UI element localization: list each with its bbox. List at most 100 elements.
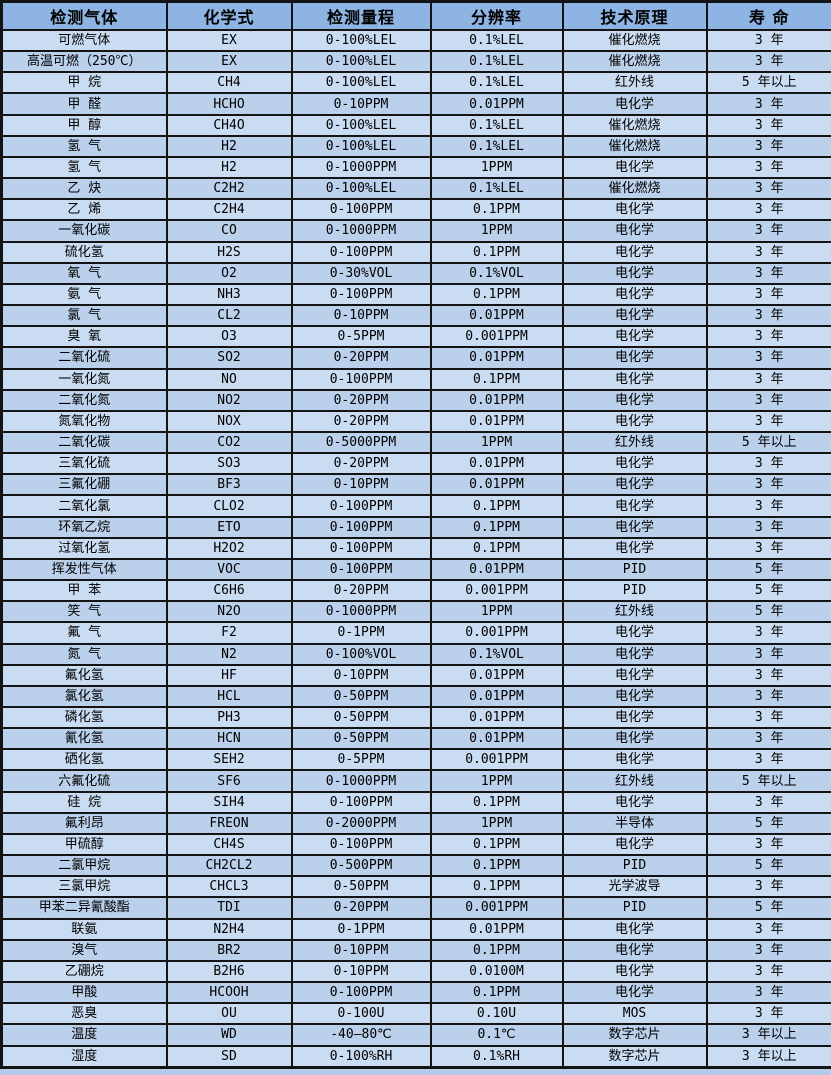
cell-formula: CH4 (165, 71, 293, 95)
cell-resolution: 0.1PPM (429, 536, 564, 560)
cell-formula: OU (165, 1002, 293, 1026)
cell-lifespan: 3 年以上 (705, 1023, 831, 1047)
table-row: 臭 氧 O3 0-5PPM 0.001PPM 电化学 3 年 (0, 325, 831, 349)
cell-resolution: 0.001PPM (429, 748, 564, 772)
cell-gas: 乙硼烷 (0, 959, 168, 984)
column-header-lifespan: 寿 命 (705, 0, 831, 31)
cell-resolution: 0.01PPM (429, 92, 564, 116)
cell-resolution: 0.01PPM (429, 409, 564, 433)
cell-gas: 甲酸 (0, 981, 168, 1005)
cell-lifespan: 3 年 (705, 1002, 831, 1026)
table-row: 溴气 BR2 0-10PPM 0.1PPM 电化学 3 年 (0, 938, 831, 962)
cell-principle: 催化燃烧 (561, 113, 708, 137)
cell-formula: N2 (165, 642, 293, 666)
cell-formula: NH3 (165, 282, 293, 307)
cell-formula: CO2 (165, 430, 293, 455)
cell-range: 0-100PPM (290, 494, 432, 518)
table-row: 氟利昂 FREON 0-2000PPM 1PPM 半导体 5 年 (0, 811, 831, 835)
column-header-principle: 技术原理 (561, 0, 708, 31)
cell-principle: 光学波导 (561, 875, 708, 899)
table-row: 甲 苯 C6H6 0-20PPM 0.001PPM PID 5 年 (0, 579, 831, 603)
cell-range: 0-20PPM (290, 579, 432, 603)
cell-formula: EX (165, 50, 293, 74)
table-row: 可燃气体 EX 0-100%LEL 0.1%LEL 催化燃烧 3 年 (0, 28, 831, 53)
cell-gas: 三氯甲烷 (0, 875, 168, 899)
table-row: 乙硼烷 B2H6 0-10PPM 0.0100M 电化学 3 年 (0, 959, 831, 984)
cell-resolution: 0.01PPM (429, 705, 564, 730)
cell-lifespan: 3 年 (705, 452, 831, 476)
cell-gas: 一氧化碳 (0, 219, 168, 243)
table-row: 六氟化硫 SF6 0-1000PPM 1PPM 红外线 5 年以上 (0, 769, 831, 793)
cell-lifespan: 3 年 (705, 28, 831, 53)
cell-lifespan: 3 年 (705, 177, 831, 201)
cell-range: 0-2000PPM (290, 811, 432, 835)
cell-range: 0-500PPM (290, 854, 432, 878)
cell-formula: F2 (165, 621, 293, 645)
cell-lifespan: 3 年 (705, 155, 831, 180)
cell-formula: VOC (165, 557, 293, 582)
cell-gas: 硫化氢 (0, 240, 168, 264)
cell-formula: HCOOH (165, 981, 293, 1005)
cell-range: 0-100PPM (290, 536, 432, 560)
table-row: 二氯甲烷 CH2CL2 0-500PPM 0.1PPM PID 5 年 (0, 854, 831, 878)
cell-principle: 电化学 (561, 409, 708, 433)
cell-formula: FREON (165, 811, 293, 835)
cell-range: 0-1000PPM (290, 600, 432, 624)
cell-gas: 甲硫醇 (0, 832, 168, 857)
table-row: 氮氧化物 NOX 0-20PPM 0.01PPM 电化学 3 年 (0, 409, 831, 433)
table-row: 乙 炔 C2H2 0-100%LEL 0.1%LEL 催化燃烧 3 年 (0, 177, 831, 201)
cell-principle: 数字芯片 (561, 1044, 708, 1069)
cell-resolution: 0.1PPM (429, 938, 564, 962)
table-row: 高温可燃（250℃） EX 0-100%LEL 0.1%LEL 催化燃烧 3 年 (0, 50, 831, 74)
cell-formula: PH3 (165, 705, 293, 730)
cell-principle: 电化学 (561, 642, 708, 666)
cell-lifespan: 3 年 (705, 494, 831, 518)
cell-formula: SO2 (165, 346, 293, 370)
cell-range: 0-50PPM (290, 705, 432, 730)
cell-gas: 二氧化硫 (0, 346, 168, 370)
cell-range: 0-100U (290, 1002, 432, 1026)
cell-lifespan: 3 年 (705, 875, 831, 899)
table-row: 氯 气 CL2 0-10PPM 0.01PPM 电化学 3 年 (0, 304, 831, 328)
cell-resolution: 0.1PPM (429, 367, 564, 391)
cell-lifespan: 3 年 (705, 727, 831, 751)
cell-resolution: 0.01PPM (429, 388, 564, 412)
cell-gas: 联氨 (0, 917, 168, 941)
cell-formula: SEH2 (165, 748, 293, 772)
cell-lifespan: 3 年 (705, 536, 831, 560)
table-row: 氯化氢 HCL 0-50PPM 0.01PPM 电化学 3 年 (0, 684, 831, 709)
cell-resolution: 1PPM (429, 155, 564, 180)
cell-range: 0-100%LEL (290, 113, 432, 137)
cell-principle: 电化学 (561, 727, 708, 751)
cell-resolution: 0.1PPM (429, 282, 564, 307)
cell-range: 0-100PPM (290, 515, 432, 539)
cell-lifespan: 5 年以上 (705, 430, 831, 455)
cell-lifespan: 5 年 (705, 579, 831, 603)
bottom-filler (0, 1069, 831, 1075)
cell-resolution: 1PPM (429, 600, 564, 624)
cell-resolution: 0.01PPM (429, 727, 564, 751)
cell-resolution: 0.1%VOL (429, 642, 564, 666)
cell-resolution: 0.10U (429, 1002, 564, 1026)
table-row: 硅 烷 SIH4 0-100PPM 0.1PPM 电化学 3 年 (0, 790, 831, 814)
cell-gas: 挥发性气体 (0, 557, 168, 582)
cell-resolution: 0.1PPM (429, 832, 564, 857)
table-row: 联氨 N2H4 0-1PPM 0.01PPM 电化学 3 年 (0, 917, 831, 941)
cell-formula: H2S (165, 240, 293, 264)
header-row: 检测气体 化学式 检测量程 分辨率 技术原理 寿 命 (0, 0, 831, 31)
cell-range: 0-10PPM (290, 473, 432, 497)
cell-gas: 湿度 (0, 1044, 168, 1069)
cell-principle: 电化学 (561, 198, 708, 222)
cell-principle: 电化学 (561, 515, 708, 539)
cell-formula: HCL (165, 684, 293, 709)
table-row: 三氯甲烷 CHCL3 0-50PPM 0.1PPM 光学波导 3 年 (0, 875, 831, 899)
table-row: 氨 气 NH3 0-100PPM 0.1PPM 电化学 3 年 (0, 282, 831, 307)
cell-gas: 二氧化碳 (0, 430, 168, 455)
cell-gas: 二氯甲烷 (0, 854, 168, 878)
table-header: 检测气体 化学式 检测量程 分辨率 技术原理 寿 命 (0, 0, 831, 31)
cell-principle: PID (561, 854, 708, 878)
table-row: 湿度 SD 0-100%RH 0.1%RH 数字芯片 3 年以上 (0, 1044, 831, 1069)
cell-resolution: 0.01PPM (429, 452, 564, 476)
cell-lifespan: 3 年 (705, 642, 831, 666)
